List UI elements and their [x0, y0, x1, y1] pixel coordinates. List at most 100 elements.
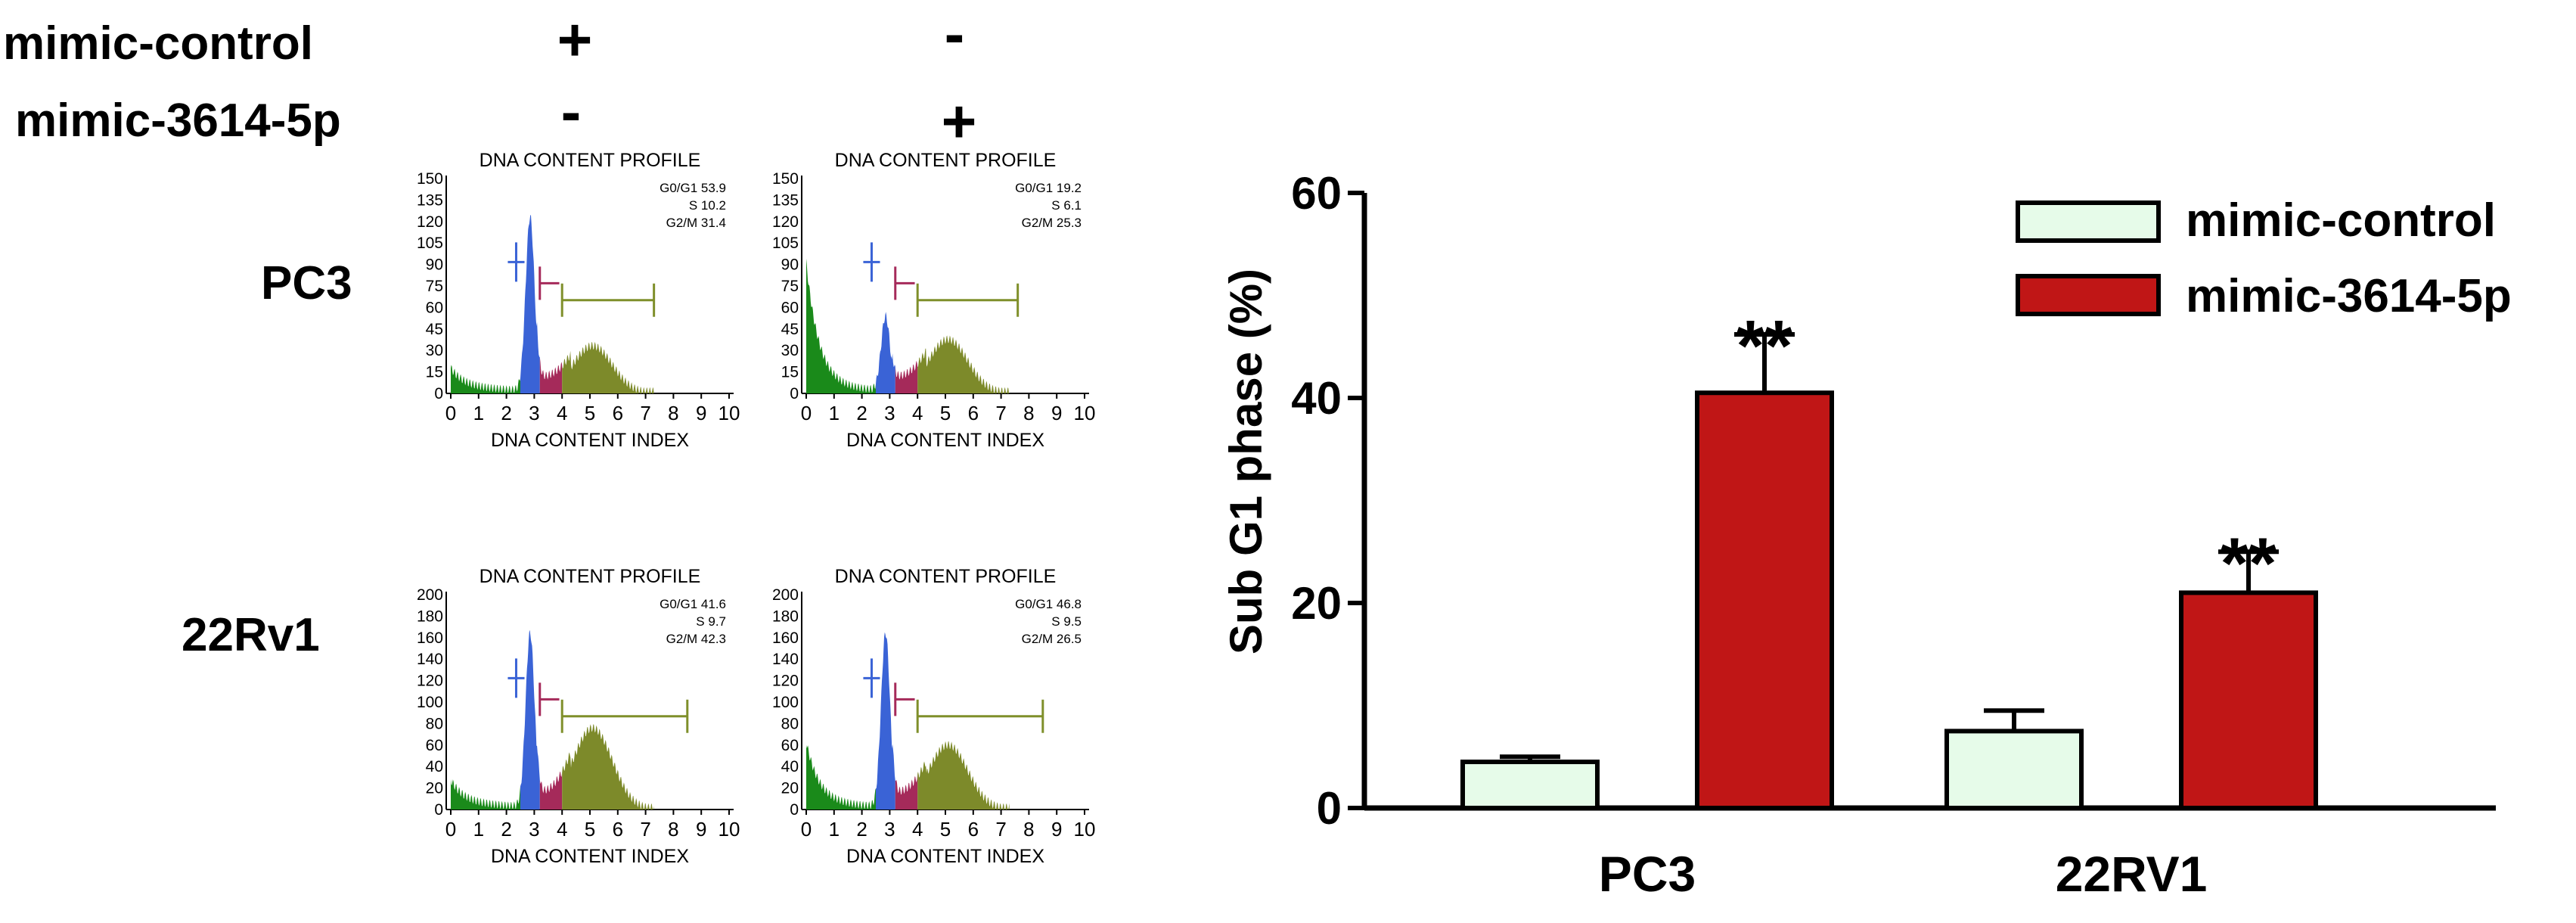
category-label: 22RV1: [2056, 846, 2208, 902]
histogram-y-tick: 180: [772, 608, 799, 625]
histogram-panel: DNA CONTENT PROFILE200180160140120100806…: [772, 566, 1096, 867]
histogram-x-tick: 6: [968, 818, 979, 841]
histogram-x-tick: 7: [995, 402, 1006, 424]
histogram-stat: S 6.1: [1051, 198, 1082, 213]
histogram-x-tick: 5: [940, 402, 951, 424]
histogram-y-tick: 150: [417, 170, 443, 188]
histogram-panel: DNA CONTENT PROFILE150135120105907560453…: [772, 150, 1096, 451]
y-axis-title: Sub G1 phase (%): [1221, 269, 1271, 654]
significance-label: **: [1736, 306, 1793, 387]
bar-mimic-3614-5p-PC3: [1695, 390, 1834, 810]
histogram-title: DNA CONTENT PROFILE: [835, 566, 1057, 587]
histogram-x-tick: 1: [473, 818, 484, 841]
histogram-stat: G2/M 25.3: [1022, 216, 1082, 230]
histogram-y-tick: 60: [781, 737, 799, 754]
histogram-index-label: DNA CONTENT INDEX: [846, 846, 1044, 867]
histogram-x-tick: 0: [801, 818, 812, 841]
histogram-title: DNA CONTENT PROFILE: [835, 150, 1057, 171]
histogram-g2m-marker: [560, 283, 656, 317]
legend-swatch-control: [2016, 200, 2161, 243]
histogram-x-tick: 5: [585, 818, 595, 841]
histogram-x-tick: 10: [1074, 818, 1096, 841]
histogram-x-tick: 0: [801, 402, 812, 424]
y-tick-label: 20: [1291, 578, 1342, 629]
histogram-x-tick: 10: [1074, 402, 1096, 424]
histogram-g0g1-area: [876, 632, 895, 810]
histogram-x-tick: 1: [829, 402, 840, 424]
histogram-x-tick: 8: [1023, 402, 1034, 424]
histogram-s-marker: [894, 266, 915, 300]
histogram-x-tick: 2: [856, 402, 867, 424]
significance-label: **: [2221, 523, 2277, 604]
row-label-pc3: PC3: [261, 257, 352, 309]
histogram-stat: S 9.7: [696, 614, 726, 629]
histogram-y-tick: 75: [426, 278, 443, 295]
histogram-x-tick: 10: [718, 402, 740, 424]
histogram-x-tick: 5: [940, 818, 951, 841]
histogram-stat: S 10.2: [689, 198, 726, 213]
histogram-y-tick: 0: [434, 801, 443, 819]
histogram-g0g1-marker: [507, 658, 525, 698]
histogram-s-area: [539, 771, 563, 810]
histogram-panel: DNA CONTENT PROFILE150135120105907560453…: [417, 150, 740, 451]
histogram-stat: S 9.5: [1051, 614, 1082, 629]
histogram-x-tick: 4: [912, 818, 923, 841]
histogram-g2m-area: [562, 724, 654, 810]
histogram-y-tick: 20: [781, 780, 799, 797]
condition-sign: -: [561, 78, 582, 145]
histogram-x-tick: 2: [856, 818, 867, 841]
histogram-y-tick: 150: [772, 170, 799, 188]
legend: mimic-control mimic-3614-5p: [2016, 194, 2512, 322]
histogram-g0g1-area: [520, 629, 540, 810]
histogram-y-tick: 15: [426, 364, 443, 381]
histogram-s-area: [539, 357, 563, 393]
histogram-subg1-area: [806, 744, 876, 810]
histogram-stat: G0/G1 53.9: [660, 181, 726, 195]
histogram-y-tick: 120: [772, 213, 799, 231]
histogram-y-tick: 105: [772, 235, 799, 252]
histogram-s-marker: [894, 682, 915, 716]
histogram-subg1-area: [451, 779, 520, 810]
histogram-x-tick: 7: [640, 818, 650, 841]
histogram-subg1-area: [806, 258, 876, 393]
y-tick-label: 40: [1291, 373, 1342, 424]
histogram-y-tick: 45: [426, 321, 443, 338]
histogram-y-tick: 160: [772, 629, 799, 647]
histogram-g2m-area: [562, 341, 654, 393]
histogram-g0g1-marker: [507, 242, 525, 282]
y-tick-label: 0: [1317, 783, 1342, 834]
histogram-x-tick: 6: [613, 402, 623, 424]
condition-label-mimic: mimic-3614-5p: [15, 95, 341, 147]
y-tick-label: 60: [1291, 168, 1342, 219]
histogram-y-tick: 100: [417, 694, 443, 711]
histogram-y-tick: 180: [417, 608, 443, 625]
histogram-y-tick: 0: [790, 385, 799, 402]
histogram-x-tick: 4: [912, 402, 923, 424]
histogram-y-tick: 30: [426, 342, 443, 359]
histogram-x-tick: 9: [1051, 818, 1062, 841]
histogram-stat: G0/G1 41.6: [660, 597, 726, 611]
histogram-index-label: DNA CONTENT INDEX: [491, 846, 689, 867]
histogram-x-tick: 0: [445, 818, 456, 841]
legend-label-mimic: mimic-3614-5p: [2186, 270, 2512, 322]
histogram-x-tick: 3: [884, 402, 895, 424]
bar-mimic-control-PC3: [1460, 760, 1600, 811]
histogram-y-tick: 200: [772, 586, 799, 604]
histogram-stat: G2/M 26.5: [1022, 632, 1082, 646]
row-label-22rv1: 22Rv1: [182, 609, 320, 661]
histogram-y-tick: 20: [426, 780, 443, 797]
condition-sign: -: [945, 0, 965, 67]
histogram-g2m-area: [917, 335, 1010, 393]
histogram-stat: G0/G1 19.2: [1015, 181, 1082, 195]
histogram-x-tick: 9: [696, 818, 706, 841]
histogram-y-tick: 0: [434, 385, 443, 402]
bar-mimic-3614-5p-22RV1: [2179, 590, 2318, 810]
histogram-y-tick: 90: [426, 256, 443, 274]
histogram-y-tick: 120: [772, 673, 799, 690]
histogram-y-tick: 80: [426, 715, 443, 732]
histogram-panels: DNA CONTENT PROFILE150135120105907560453…: [417, 150, 1096, 867]
legend-label-control: mimic-control: [2186, 194, 2496, 247]
histogram-x-tick: 9: [1051, 402, 1062, 424]
condition-header: mimic-control + - mimic-3614-5p - +: [3, 0, 976, 155]
histogram-x-tick: 4: [557, 818, 567, 841]
